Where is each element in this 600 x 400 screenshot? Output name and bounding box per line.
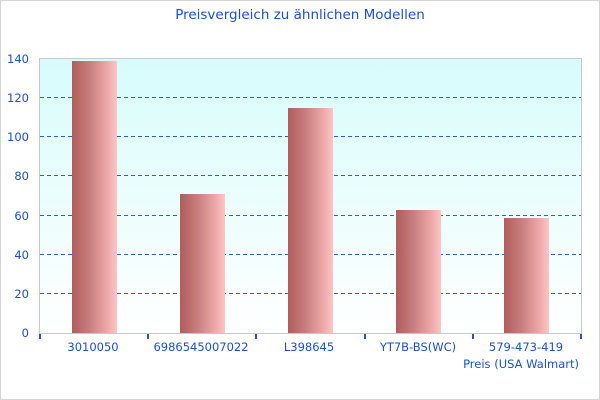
category-label: 3010050: [67, 340, 119, 354]
gridline: [40, 97, 581, 99]
category-label: L398645: [283, 340, 335, 354]
y-tick-label: 20: [14, 287, 29, 301]
y-tick-label: 40: [14, 248, 29, 262]
x-axis-title: Preis (USA Walmart): [463, 357, 579, 371]
x-axis-tick: [39, 334, 41, 339]
bar: [288, 108, 333, 333]
x-axis-tick: [364, 334, 366, 339]
x-axis-tick: [147, 334, 149, 339]
plot-area: [39, 58, 582, 334]
y-tick-label: 80: [14, 169, 29, 183]
x-axis-tick: [472, 334, 474, 339]
y-tick-label: 100: [7, 130, 29, 144]
bar: [396, 210, 441, 333]
x-axis-tick: [580, 334, 582, 339]
x-axis-tick: [255, 334, 257, 339]
bar: [72, 61, 117, 333]
category-label: 579-473-419: [488, 340, 564, 354]
y-tick-label: 60: [14, 209, 29, 223]
y-tick-label: 0: [21, 326, 29, 340]
y-tick-label: 120: [7, 91, 29, 105]
category-label: 6986545007022: [153, 340, 249, 354]
chart-title: Preisvergleich zu ähnlichen Modellen: [175, 7, 425, 23]
bar: [504, 218, 549, 333]
bar: [180, 194, 225, 333]
y-tick-label: 140: [7, 52, 29, 66]
category-label: YT7B-BS(WC): [379, 340, 457, 354]
